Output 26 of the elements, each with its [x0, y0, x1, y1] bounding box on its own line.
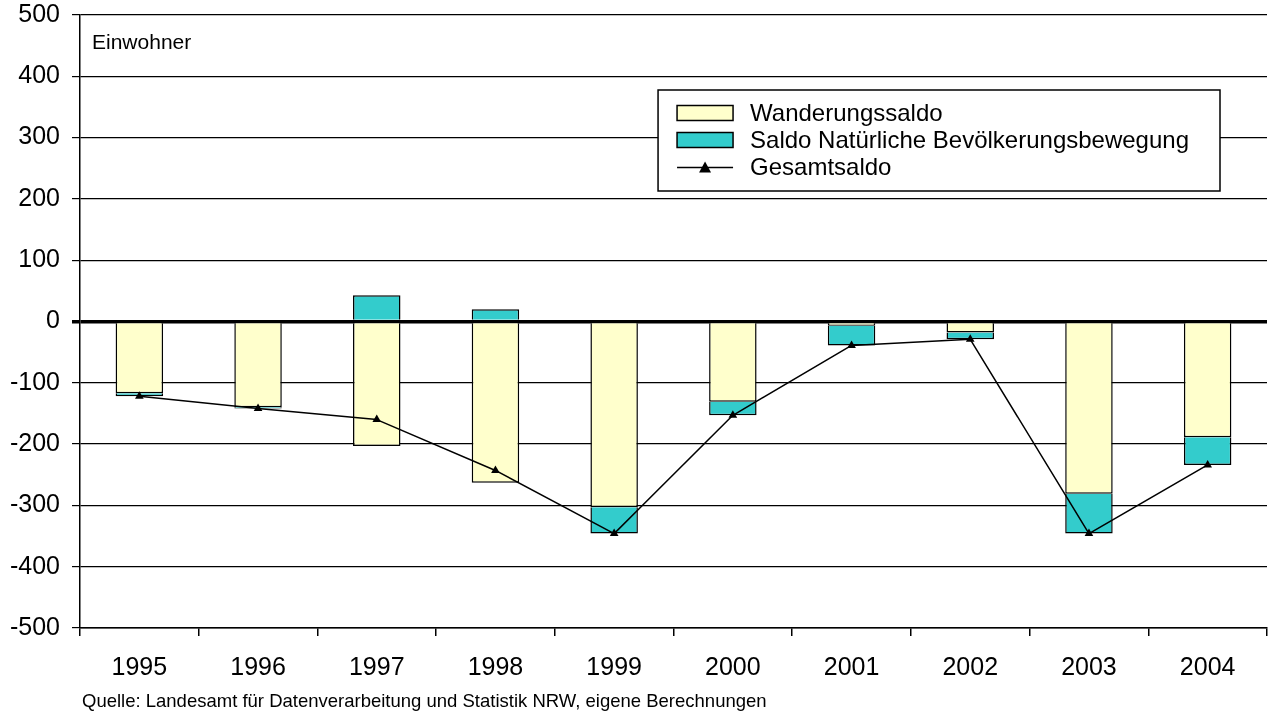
y-tick-label: -500 — [9, 611, 60, 640]
source-note: Quelle: Landesamt für Datenverarbeitung und Statistik NRW, eigene Berechnungen — [82, 690, 767, 712]
legend-label: Saldo Natürliche Bevölkerungsbewegung — [750, 126, 1189, 154]
y-tick-label: -400 — [9, 550, 60, 579]
y-tick-label: -200 — [9, 427, 60, 456]
x-tick-label: 1997 — [348, 651, 405, 680]
y-tick-label: 200 — [18, 182, 60, 211]
x-tick-label: 1996 — [230, 651, 286, 680]
x-tick-label: 2004 — [1179, 651, 1236, 680]
y-tick-label: 400 — [18, 60, 60, 89]
x-tick-label: 2002 — [942, 651, 999, 680]
x-tick-label: 1998 — [467, 651, 524, 680]
y-tick-label: -300 — [9, 489, 60, 518]
y-tick-label: -100 — [9, 366, 60, 395]
legend-label: Gesamtsaldo — [750, 153, 892, 181]
x-tick-label: 1999 — [586, 651, 642, 680]
x-tick-label: 1995 — [111, 651, 168, 680]
x-tick-label: 2001 — [823, 651, 880, 680]
y-tick-label: 100 — [18, 244, 60, 273]
y-tick-label: 300 — [18, 121, 60, 150]
y-tick-label: 0 — [46, 305, 60, 334]
y-tick-label: 500 — [18, 0, 60, 27]
x-tick-label: 2003 — [1061, 651, 1117, 680]
legend-label: Wanderungssaldo — [750, 99, 943, 127]
x-tick-label: 2000 — [705, 651, 761, 680]
y-axis-title: Einwohner — [92, 29, 192, 53]
